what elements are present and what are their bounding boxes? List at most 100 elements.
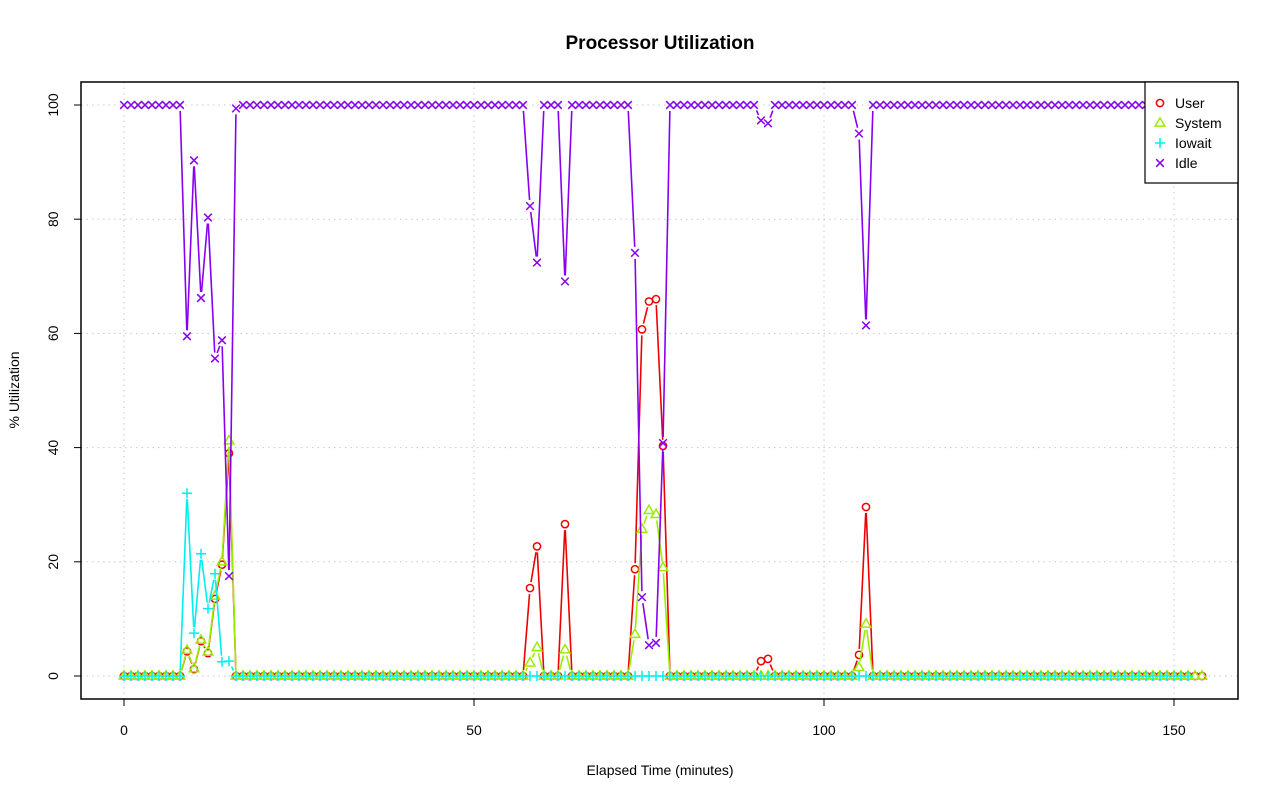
point-idle <box>770 100 780 110</box>
point-idle <box>658 438 668 448</box>
point-system <box>635 522 649 534</box>
point-idle <box>336 100 346 110</box>
point-idle <box>798 100 808 110</box>
point-idle <box>833 100 843 110</box>
point-idle <box>1106 100 1116 110</box>
series-line-system <box>628 640 635 671</box>
legend: User System Iowait Idle <box>1144 81 1239 184</box>
x-tick-label: 0 <box>120 722 128 738</box>
point-idle <box>476 100 486 110</box>
point-user <box>630 564 640 574</box>
point-idle <box>665 100 675 110</box>
point-idle <box>490 100 500 110</box>
series-line-user <box>627 575 636 671</box>
series-line-system <box>203 644 206 648</box>
point-idle <box>840 100 850 110</box>
point-idle <box>399 100 409 110</box>
series-line-iowait <box>230 666 235 671</box>
series-line-idle <box>207 223 216 353</box>
point-idle <box>742 100 752 110</box>
series-line-system <box>525 667 528 672</box>
legend-marker-user <box>1155 98 1165 108</box>
point-idle <box>364 100 374 110</box>
point-iowait <box>196 548 206 559</box>
series-line-system <box>180 655 187 671</box>
point-iowait <box>224 656 234 667</box>
series-line-system <box>537 653 544 671</box>
point-idle <box>805 100 815 110</box>
point-idle <box>959 100 969 110</box>
point-idle <box>1064 100 1074 110</box>
series-line-iowait <box>186 499 195 628</box>
point-idle <box>175 100 185 110</box>
series-line-system <box>866 629 873 671</box>
point-idle <box>294 100 304 110</box>
series-line-user <box>865 512 874 671</box>
series-line-system <box>531 652 536 658</box>
point-idle <box>539 100 549 110</box>
series-line-idle <box>179 110 188 331</box>
series-line-iowait <box>214 579 223 656</box>
point-idle <box>924 100 934 110</box>
series-line-user <box>536 552 545 671</box>
series-line-system <box>207 601 216 647</box>
point-idle <box>882 100 892 110</box>
series-line-iowait <box>179 499 188 671</box>
point-idle <box>812 100 822 110</box>
legend-marker-iowait <box>1155 138 1165 148</box>
point-idle <box>280 100 290 110</box>
series-idle <box>119 100 1207 650</box>
point-idle <box>462 100 472 110</box>
point-idle <box>861 321 871 330</box>
series-line-system <box>221 446 230 556</box>
series-line-system <box>558 655 565 671</box>
point-idle <box>1078 100 1088 110</box>
series-line-idle <box>186 166 195 331</box>
point-idle <box>189 156 199 165</box>
y-tick-label: 100 <box>45 93 61 117</box>
point-idle <box>910 100 920 110</box>
point-idle <box>1127 100 1137 110</box>
point-idle <box>441 100 451 110</box>
y-tick-label: 80 <box>45 211 61 227</box>
series-line-user <box>642 307 649 324</box>
series-line-idle <box>200 223 209 293</box>
point-idle <box>714 100 724 110</box>
point-idle <box>231 104 241 113</box>
series-line-system <box>215 567 222 591</box>
series-line-idle <box>221 346 230 571</box>
point-idle <box>679 100 689 110</box>
point-user <box>861 502 871 512</box>
point-idle <box>161 100 171 110</box>
legend-marker-system <box>1153 116 1167 127</box>
point-idle <box>819 100 829 110</box>
point-idle <box>756 116 766 125</box>
point-idle <box>308 100 318 110</box>
legend-label-idle: Idle <box>1175 155 1198 171</box>
point-iowait <box>210 568 220 579</box>
point-idle <box>154 100 164 110</box>
point-idle <box>938 100 948 110</box>
point-idle <box>693 100 703 110</box>
point-user <box>532 542 542 551</box>
point-system <box>642 503 656 515</box>
point-idle <box>1113 100 1123 110</box>
point-idle <box>420 100 430 110</box>
point-idle <box>854 129 864 138</box>
point-idle <box>994 100 1004 110</box>
point-idle <box>518 100 528 110</box>
series-line-user <box>522 593 531 671</box>
legend-marker-idle <box>1155 158 1165 168</box>
point-idle <box>427 100 437 110</box>
y-tick-label: 20 <box>45 554 61 570</box>
point-idle <box>525 201 535 211</box>
point-idle <box>238 100 248 110</box>
point-idle <box>322 100 332 110</box>
point-idle <box>721 100 731 110</box>
point-idle <box>168 100 178 110</box>
point-idle <box>1057 100 1067 110</box>
point-idle <box>644 640 654 650</box>
point-idle <box>392 100 402 110</box>
series-user <box>119 294 1207 681</box>
